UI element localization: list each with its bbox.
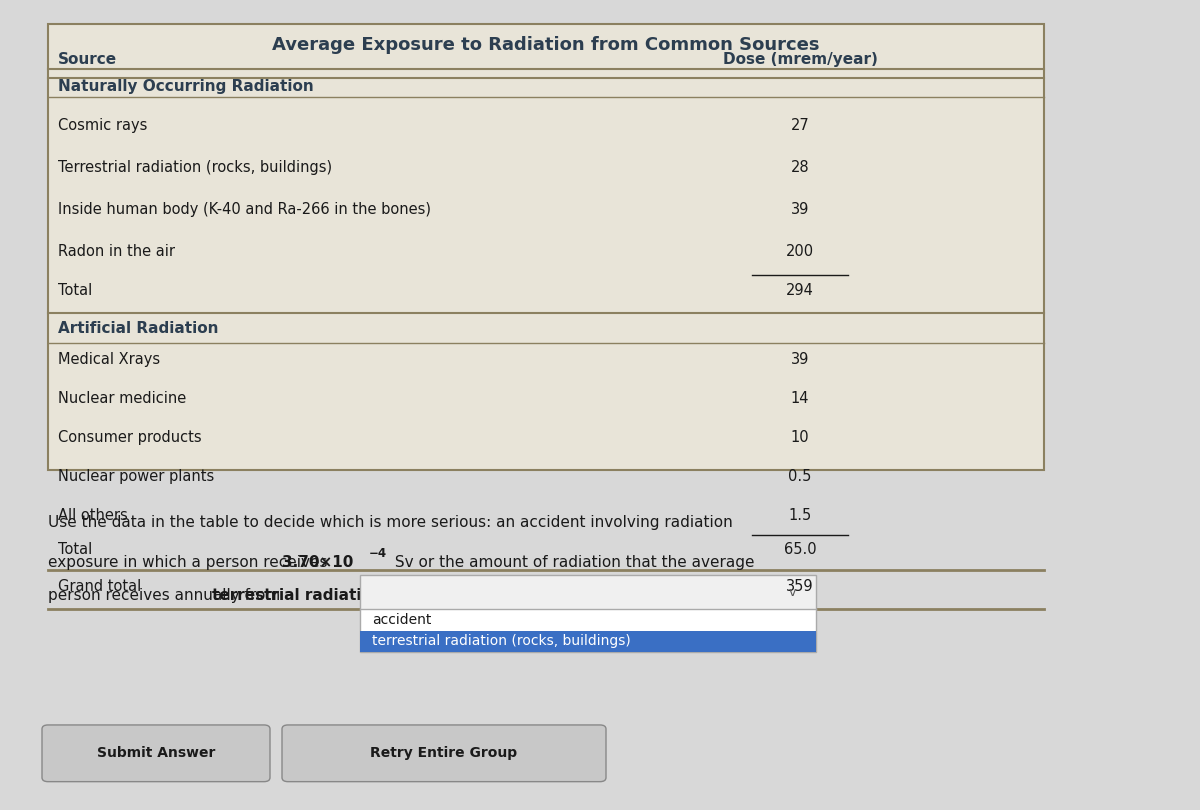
Text: exposure in which a person receives: exposure in which a person receives: [48, 556, 332, 570]
Text: v: v: [788, 586, 796, 599]
Text: terrestrial radiation (rocks, buildings): terrestrial radiation (rocks, buildings): [372, 634, 631, 648]
Text: 65.0: 65.0: [784, 543, 816, 557]
Text: 14: 14: [791, 391, 809, 406]
Text: 27: 27: [791, 118, 809, 133]
FancyBboxPatch shape: [42, 725, 270, 782]
Text: Source: Source: [58, 52, 116, 66]
Text: Inside human body (K-40 and Ra-266 in the bones): Inside human body (K-40 and Ra-266 in th…: [58, 202, 431, 217]
Text: 294: 294: [786, 284, 814, 298]
Text: −4: −4: [368, 547, 386, 560]
Text: 0.5: 0.5: [788, 469, 811, 484]
Text: Nuclear power plants: Nuclear power plants: [58, 469, 214, 484]
Text: 1.5: 1.5: [788, 508, 811, 522]
Text: Radon in the air: Radon in the air: [58, 245, 175, 259]
Text: 39: 39: [791, 352, 809, 367]
Text: Dose (mrem/year): Dose (mrem/year): [722, 52, 877, 66]
FancyBboxPatch shape: [360, 575, 816, 610]
FancyBboxPatch shape: [282, 725, 606, 782]
Text: Use the data in the table to decide which is more serious: an accident involving: Use the data in the table to decide whic…: [48, 515, 733, 530]
Text: Naturally Occurring Radiation: Naturally Occurring Radiation: [58, 79, 313, 94]
FancyBboxPatch shape: [360, 630, 816, 652]
Text: 200: 200: [786, 245, 814, 259]
Text: Grand total: Grand total: [58, 579, 140, 594]
Text: Submit Answer: Submit Answer: [97, 746, 215, 761]
FancyBboxPatch shape: [48, 24, 1044, 470]
Text: Consumer products: Consumer products: [58, 430, 202, 445]
FancyBboxPatch shape: [360, 609, 816, 652]
Text: Cosmic rays: Cosmic rays: [58, 118, 146, 133]
Text: Total: Total: [58, 284, 92, 298]
Text: Average Exposure to Radiation from Common Sources: Average Exposure to Radiation from Commo…: [272, 36, 820, 53]
Text: person receives annually from: person receives annually from: [48, 588, 286, 603]
Text: terrestrial radiation (rocks, buildings): terrestrial radiation (rocks, buildings): [212, 588, 538, 603]
Text: Retry Entire Group: Retry Entire Group: [371, 746, 517, 761]
Text: 39: 39: [791, 202, 809, 217]
Text: Sv or the amount of radiation that the average: Sv or the amount of radiation that the a…: [390, 556, 755, 570]
Text: Total: Total: [58, 543, 92, 557]
Text: Nuclear medicine: Nuclear medicine: [58, 391, 186, 406]
Text: All others: All others: [58, 508, 127, 522]
Text: Medical Xrays: Medical Xrays: [58, 352, 160, 367]
Text: accident: accident: [372, 612, 431, 627]
Text: 10: 10: [791, 430, 809, 445]
Text: Terrestrial radiation (rocks, buildings): Terrestrial radiation (rocks, buildings): [58, 160, 331, 175]
Text: 359: 359: [786, 579, 814, 594]
Text: . (1 rem = 0.01 Sv): . (1 rem = 0.01 Sv): [548, 588, 695, 603]
Text: Artificial Radiation: Artificial Radiation: [58, 322, 218, 336]
Text: 3.70×10: 3.70×10: [282, 556, 353, 570]
Text: 28: 28: [791, 160, 809, 175]
